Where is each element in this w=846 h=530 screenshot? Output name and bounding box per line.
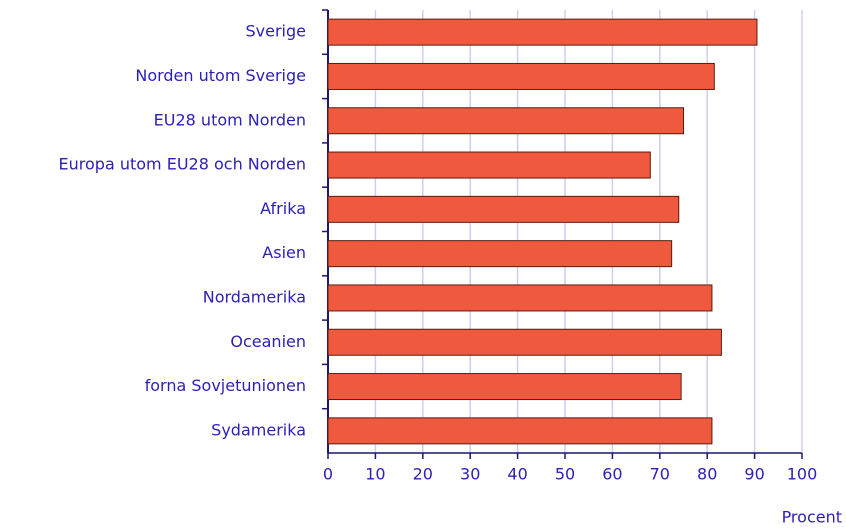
- x-tick-label: 10: [365, 465, 385, 484]
- x-tick-label: 40: [507, 465, 527, 484]
- bar: [327, 18, 758, 46]
- bar: [327, 107, 684, 135]
- y-tick-label: Oceanien: [230, 332, 306, 351]
- x-tick-label: 80: [697, 465, 717, 484]
- y-tick-label: Afrika: [260, 199, 306, 218]
- y-tick-label: forna Sovjetunionen: [145, 376, 306, 395]
- bar: [327, 62, 715, 90]
- x-tick-label: 60: [602, 465, 622, 484]
- bar: [327, 373, 682, 401]
- bar: [327, 328, 722, 356]
- bar: [327, 284, 713, 312]
- y-tick-label: EU28 utom Norden: [154, 110, 306, 129]
- bar: [327, 240, 673, 268]
- x-tick-label: 50: [555, 465, 575, 484]
- bar: [327, 417, 713, 445]
- y-tick-label: Nordamerika: [203, 287, 306, 306]
- x-axis-label: Procent: [782, 508, 842, 527]
- y-tick-label: Sverige: [246, 22, 307, 41]
- x-tick-label: 20: [413, 465, 433, 484]
- x-tick-label: 30: [460, 465, 480, 484]
- y-tick-label: Europa utom EU28 och Norden: [59, 155, 306, 174]
- x-tick-label: 0: [323, 465, 333, 484]
- y-tick-label: Asien: [262, 243, 306, 262]
- bar: [327, 195, 680, 223]
- x-tick-label: 70: [650, 465, 670, 484]
- y-tick-label: Norden utom Sverige: [135, 66, 306, 85]
- x-tick-label: 100: [787, 465, 818, 484]
- x-tick-label: 90: [744, 465, 764, 484]
- y-tick-label: Sydamerika: [211, 420, 306, 439]
- bar: [327, 151, 651, 179]
